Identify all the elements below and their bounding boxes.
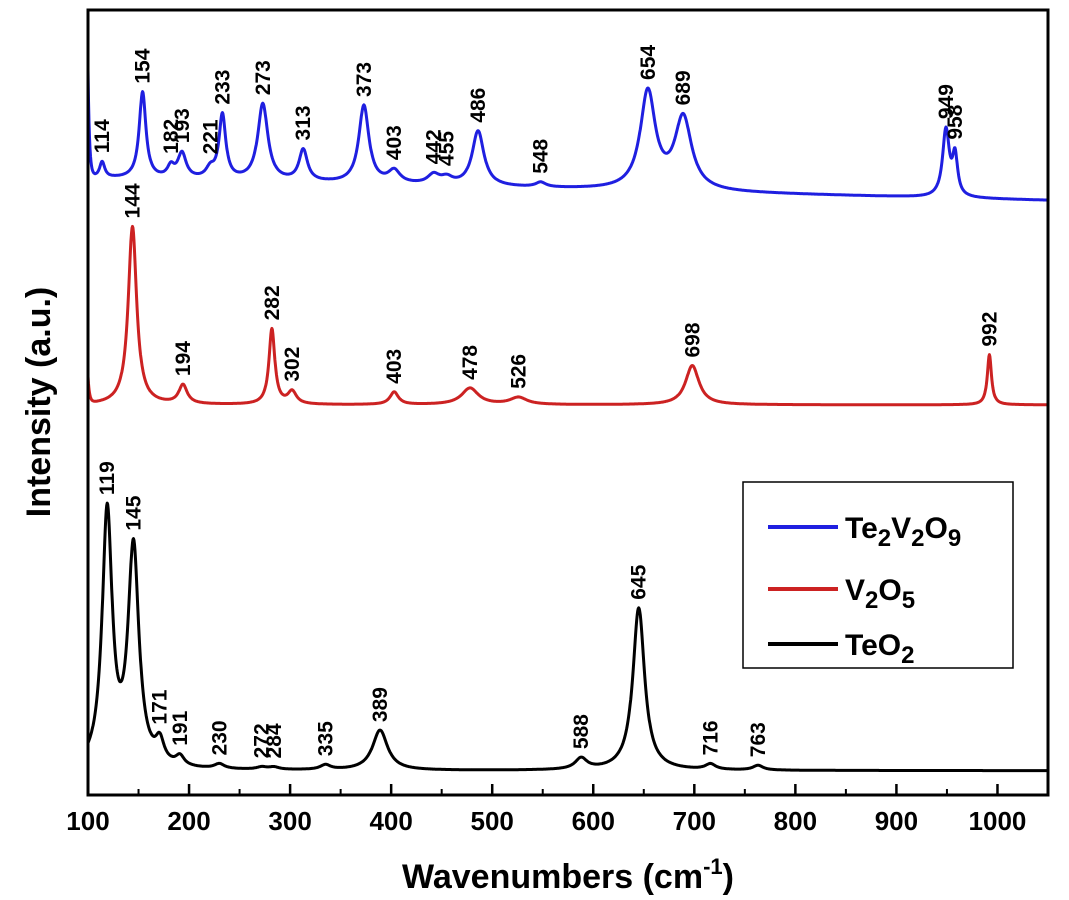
plot-frame [86,8,1050,797]
series-line-teo2 [86,501,1049,773]
x-tick-label-300: 300 [268,806,311,836]
x-tick-label-400: 400 [369,806,412,836]
peak-label-te2v2o9-114: 114 [91,119,114,153]
legend-box [742,481,1014,669]
peak-label-v2o5-698: 698 [681,322,704,357]
peak-label-te2v2o9-273: 273 [252,60,275,95]
series-line-v2o5 [86,224,1049,407]
peak-label-teo2-272: 272 [251,723,274,758]
peak-label-teo2-119: 119 [96,461,119,495]
x-axis-ticks: 100 200 300 400 500 600 700 800 900 1000 [66,784,1049,836]
x-tick-label-700: 700 [673,806,716,836]
x-tick-label-1000: 1000 [969,806,1027,836]
peak-label-te2v2o9-455: 455 [436,131,459,166]
peak-label-te2v2o9-548: 548 [530,138,553,173]
legend-label-v2o5: V2O5 [845,574,915,614]
legend-label-teo2: TeO2 [845,629,914,669]
peak-label-teo2-171: 171 [149,689,172,724]
peak-label-v2o5-478: 478 [459,345,482,380]
peak-label-teo2-716: 716 [700,720,723,755]
peak-label-te2v2o9-949: 949 [935,84,958,119]
peak-label-teo2-588: 588 [570,714,593,749]
peak-label-te2v2o9-689: 689 [672,70,695,105]
peak-label-v2o5-403: 403 [383,349,406,384]
peak-label-te2v2o9-193: 193 [171,108,194,143]
series-layer [86,70,1049,773]
peak-label-te2v2o9-154: 154 [132,48,155,83]
peak-label-te2v2o9-182: 182 [160,119,183,154]
legend-label-te2v2o9: Te2V2O9 [845,512,961,552]
peak-label-teo2-145: 145 [122,495,145,530]
x-tick-label-600: 600 [572,806,615,836]
peak-label-v2o5-526: 526 [508,354,531,389]
y-axis-title: Intensity (a.u.) [20,287,58,517]
x-axis-title: Wavenumbers (cm-1) [402,854,734,896]
peak-label-v2o5-282: 282 [261,285,284,320]
peak-label-teo2-191: 191 [169,710,192,745]
peak-label-te2v2o9-373: 373 [353,62,376,97]
peak-label-teo2-763: 763 [747,722,770,757]
peak-label-te2v2o9-654: 654 [637,45,660,80]
peak-label-te2v2o9-486: 486 [467,88,490,123]
x-tick-label-800: 800 [774,806,817,836]
peak-label-teo2-335: 335 [315,721,338,756]
legend: Te2V2O9 V2O5 TeO2 [742,481,1014,669]
peak-label-v2o5-144: 144 [121,183,144,218]
peak-label-te2v2o9-233: 233 [211,70,234,105]
x-tick-label-200: 200 [167,806,210,836]
peak-label-te2v2o9-403: 403 [383,125,406,160]
x-tick-label-500: 500 [471,806,514,836]
peak-label-teo2-284: 284 [263,723,286,758]
peak-label-teo2-389: 389 [369,687,392,722]
x-axis-title-superscript: -1 [703,854,723,879]
peak-label-te2v2o9-221: 221 [199,119,222,154]
peak-label-te2v2o9-313: 313 [292,105,315,140]
peak-label-teo2-645: 645 [628,564,651,599]
x-tick-label-900: 900 [875,806,918,836]
peak-label-v2o5-194: 194 [172,341,195,376]
peak-label-te2v2o9-442: 442 [423,129,446,164]
x-tick-label-100: 100 [66,806,109,836]
peak-label-v2o5-302: 302 [281,347,304,382]
peak-label-te2v2o9-958: 958 [944,104,967,139]
peak-label-teo2-230: 230 [208,720,231,755]
series-line-te2v2o9 [86,70,1049,202]
peak-label-v2o5-992: 992 [978,312,1001,347]
